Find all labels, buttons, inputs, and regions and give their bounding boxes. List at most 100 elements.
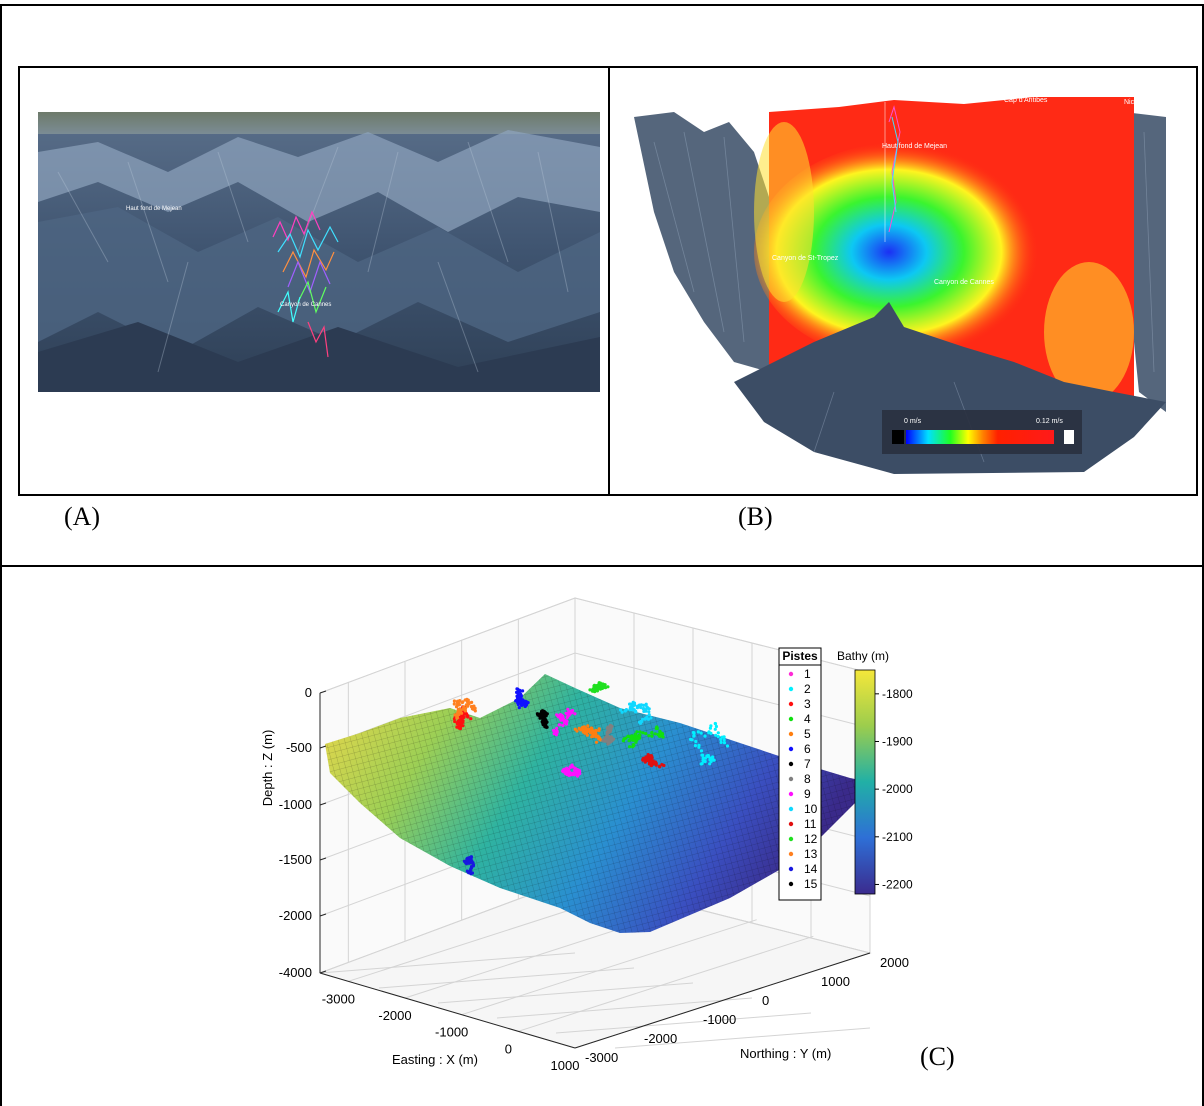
- panel-a-label-cannes: Canyon de Cannes: [280, 302, 331, 308]
- track-point: [641, 758, 645, 762]
- track-point: [703, 734, 707, 738]
- legend-marker: [788, 686, 794, 692]
- legend-label: 3: [804, 697, 811, 711]
- track-point: [594, 687, 598, 691]
- track-point: [655, 726, 659, 730]
- track-point: [568, 765, 573, 769]
- panel-b-colorbar: 0 m/s 0.12 m/s: [882, 410, 1082, 454]
- legend-label: 6: [804, 742, 811, 756]
- track-point: [708, 762, 712, 766]
- legend-marker: [788, 746, 794, 752]
- track-point: [581, 725, 585, 729]
- track-point: [691, 730, 696, 735]
- track-point: [649, 754, 653, 758]
- legend-marker: [788, 866, 794, 872]
- track-point: [596, 734, 600, 738]
- panel-c-tracks: [452, 681, 730, 876]
- track-point: [558, 723, 562, 727]
- track-point: [628, 745, 632, 749]
- x-tick-label: -3000: [322, 991, 355, 1006]
- track-point: [470, 700, 474, 704]
- track-point: [647, 734, 651, 738]
- panel-c-legend-title: Pistes: [782, 649, 818, 663]
- legend-marker: [788, 731, 794, 737]
- legend-marker: [788, 881, 794, 887]
- track-point: [592, 683, 597, 687]
- z-tick: [319, 970, 327, 974]
- track-point: [624, 708, 629, 712]
- track-point: [703, 756, 708, 760]
- track-point: [589, 726, 594, 730]
- track-point: [456, 707, 460, 711]
- z-tick-label: -1500: [279, 852, 312, 867]
- track-point: [644, 709, 648, 713]
- track-point: [567, 768, 571, 772]
- x-tick-label: 1000: [551, 1058, 580, 1073]
- track-point: [643, 760, 647, 764]
- track-point: [452, 702, 456, 706]
- y-tick-label: -3000: [585, 1050, 618, 1065]
- track-point: [632, 738, 636, 742]
- legend-label: 13: [804, 847, 818, 861]
- track-point: [706, 755, 710, 759]
- row-divider: [0, 565, 1204, 567]
- track-point: [700, 762, 704, 766]
- x-tick-label: -2000: [378, 1008, 411, 1023]
- track-point: [561, 723, 565, 728]
- track-point: [606, 685, 610, 689]
- legend-marker: [788, 791, 794, 797]
- track-point: [650, 734, 654, 738]
- track-point: [516, 695, 521, 699]
- panel-b-label-canyon-sttropez: Canyon de St-Tropez: [772, 255, 839, 262]
- track-point: [602, 683, 606, 687]
- legend-label: 7: [804, 757, 811, 771]
- track-point: [515, 690, 519, 694]
- y-tick-label: -2000: [644, 1031, 677, 1046]
- track-point: [455, 716, 459, 720]
- track-point: [514, 699, 518, 703]
- y-tick-label: 2000: [880, 955, 909, 970]
- track-point: [516, 702, 520, 707]
- panel-b-label-mejean: Haut fond de Mejean: [882, 143, 947, 150]
- z-tick-label: -1000: [279, 797, 312, 812]
- legend-marker: [788, 821, 794, 827]
- panel-a-terrain-image: Haut fond de Mejean Canyon de Cannes: [38, 112, 600, 392]
- track-point: [557, 715, 561, 719]
- track-point: [570, 708, 575, 713]
- panel-ab-separator: [608, 66, 610, 496]
- colorbar-tick-label: -2200: [882, 877, 913, 891]
- track-point: [632, 703, 636, 707]
- z-tick: [319, 802, 327, 806]
- track-point: [597, 681, 601, 685]
- track-point: [657, 764, 661, 769]
- colorbar-tick-label: -1800: [882, 687, 913, 701]
- track-point: [623, 736, 628, 740]
- track-point: [650, 731, 654, 735]
- track-point: [563, 720, 567, 724]
- track-point: [653, 732, 657, 736]
- track-point: [628, 702, 632, 706]
- track-point: [584, 731, 589, 735]
- legend-label: 4: [804, 712, 811, 726]
- track-point: [714, 733, 718, 737]
- track-point: [473, 709, 477, 713]
- track-point: [641, 703, 646, 707]
- legend-marker: [788, 716, 794, 722]
- track-point: [466, 698, 470, 702]
- panel-c-colorbar-title: Bathy (m): [837, 649, 889, 663]
- panel-c-bathymetry-surface: [325, 674, 870, 933]
- track-point: [458, 699, 462, 703]
- legend-marker: [788, 776, 794, 782]
- track-point: [697, 745, 701, 749]
- panel-a-label-mejean: Haut fond de Mejean: [126, 206, 182, 212]
- track-point: [631, 708, 635, 712]
- track-point: [469, 705, 473, 709]
- panel-b-colorbar-max: 0.12 m/s: [1036, 418, 1063, 425]
- track-point: [469, 717, 473, 721]
- track-point: [638, 730, 642, 734]
- track-point: [564, 711, 568, 715]
- y-tick-label: -1000: [703, 1012, 736, 1027]
- x-tick-label: 0: [505, 1041, 512, 1056]
- z-tick: [319, 913, 327, 917]
- track-point: [656, 733, 660, 737]
